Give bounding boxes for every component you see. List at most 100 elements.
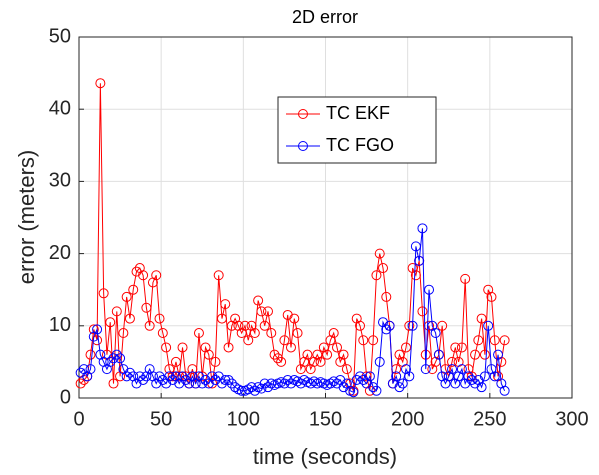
data-point (285, 378, 296, 389)
data-point (220, 374, 231, 385)
data-point (144, 320, 155, 331)
data-point (167, 374, 178, 385)
data-point (450, 342, 461, 353)
data-point (131, 266, 142, 277)
data-point (121, 371, 132, 382)
data-point (151, 270, 162, 281)
x-tick-label: 50 (150, 408, 172, 430)
data-point (456, 364, 467, 375)
data-point (157, 328, 168, 339)
data-point (322, 349, 333, 360)
chart-title: 2D error (292, 7, 358, 27)
data-point (167, 371, 178, 382)
y-axis-label: error (meters) (14, 150, 39, 284)
data-point (328, 376, 339, 387)
data-point (391, 371, 402, 382)
data-point (493, 349, 504, 360)
data-point (292, 328, 303, 339)
data-point (226, 378, 237, 389)
data-point (368, 335, 379, 346)
data-point (177, 371, 188, 382)
data-point (220, 299, 231, 310)
data-point (285, 342, 296, 353)
data-point (374, 248, 385, 259)
data-point (105, 317, 116, 328)
data-point (111, 349, 122, 360)
data-point (98, 288, 109, 299)
data-point (305, 378, 316, 389)
data-point (341, 364, 352, 375)
data-point (108, 353, 119, 364)
data-point (489, 371, 500, 382)
data-point (207, 371, 218, 382)
data-point (203, 349, 214, 360)
data-point (138, 374, 149, 385)
data-point (476, 382, 487, 393)
data-point (210, 356, 221, 367)
data-point (115, 353, 126, 364)
data-point (88, 324, 99, 335)
data-point (338, 382, 349, 393)
data-point (358, 335, 369, 346)
data-point (259, 320, 270, 331)
data-point (256, 383, 267, 394)
data-point (262, 382, 273, 393)
data-point (325, 378, 336, 389)
data-point (239, 320, 250, 331)
data-point (466, 374, 477, 385)
data-point (124, 313, 135, 324)
x-tick-label: 250 (473, 408, 506, 430)
legend-label: TC FGO (326, 135, 394, 155)
data-point (381, 324, 392, 335)
data-point (92, 335, 103, 346)
legend-box (277, 96, 437, 164)
data-point (397, 378, 408, 389)
data-point (154, 371, 165, 382)
data-point (262, 306, 273, 317)
data-point (479, 371, 490, 382)
data-point (433, 349, 444, 360)
data-point (95, 78, 106, 89)
data-point (249, 328, 260, 339)
data-point (210, 374, 221, 385)
data-point (213, 270, 224, 281)
data-point (187, 364, 198, 375)
data-point (295, 378, 306, 389)
y-tick-label: 10 (49, 314, 71, 336)
data-point (128, 284, 139, 295)
data-point (266, 328, 277, 339)
data-point (447, 364, 458, 375)
plot-frame (78, 36, 573, 399)
data-point (108, 378, 119, 389)
data-point (269, 349, 280, 360)
x-tick-label: 0 (73, 408, 84, 430)
data-point (417, 306, 428, 317)
data-point (256, 306, 267, 317)
data-point (124, 367, 135, 378)
data-point (121, 291, 132, 302)
data-point (223, 374, 234, 385)
data-point (161, 342, 172, 353)
data-point (364, 371, 375, 382)
data-point (75, 378, 86, 389)
data-point (243, 384, 254, 395)
data-point (299, 374, 310, 385)
data-point (197, 371, 208, 382)
data-point (246, 382, 257, 393)
data-point (407, 320, 418, 331)
data-point (456, 342, 467, 353)
data-point (348, 387, 359, 398)
data-point (236, 385, 247, 396)
data-point (302, 349, 313, 360)
data-point (180, 374, 191, 385)
data-point (437, 320, 448, 331)
data-point (447, 356, 458, 367)
data-point (193, 328, 204, 339)
data-point (410, 270, 421, 281)
data-point (355, 371, 366, 382)
data-point (243, 335, 254, 346)
data-point (358, 374, 369, 385)
y-tick-label: 20 (49, 242, 71, 264)
data-point (138, 270, 149, 281)
